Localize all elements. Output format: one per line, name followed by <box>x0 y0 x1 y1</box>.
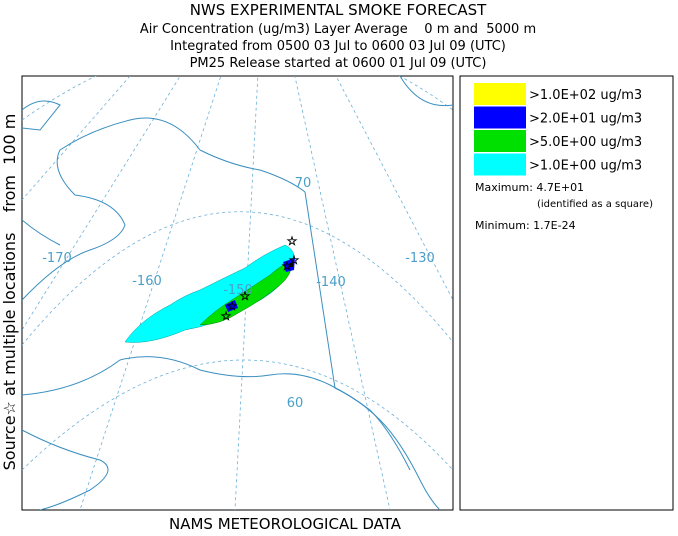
svg-text:☆: ☆ <box>289 253 300 267</box>
subtitle: Air Concentration (ug/m3) Layer Average … <box>140 22 536 37</box>
subtitle: Integrated from 0500 03 Jul to 0600 03 J… <box>170 39 506 54</box>
graticule-label: -130 <box>405 251 435 266</box>
graticule-label: -170 <box>42 251 72 266</box>
legend-label: >2.0E+01 ug/m3 <box>529 112 642 127</box>
graticule-label: 60 <box>287 396 304 411</box>
title: NWS EXPERIMENTAL SMOKE FORECAST <box>190 1 487 19</box>
legend-label: >1.0E+02 ug/m3 <box>529 88 642 103</box>
svg-text:☆: ☆ <box>287 234 298 248</box>
legend-label: >5.0E+00 ug/m3 <box>529 135 642 150</box>
svg-text:☆: ☆ <box>240 289 251 303</box>
maximum-note: (identified as a square) <box>537 199 653 210</box>
graticule-label: -150 <box>223 283 253 298</box>
legend-swatch <box>474 106 526 129</box>
legend-swatch <box>474 130 526 152</box>
map-labels: -170 -160 -150 -140 -130 70 60 <box>42 176 435 411</box>
map: ☆ ☆ ☆ ☆ ☆ ☆ -170 -160 -150 -140 -130 70 60 <box>21 75 454 511</box>
legend-label: >1.0E+00 ug/m3 <box>529 159 642 174</box>
graticule-label: 70 <box>295 176 312 191</box>
maximum: Maximum: 4.7E+01 <box>475 181 584 194</box>
graticule-label: -140 <box>316 275 346 290</box>
svg-text:☆: ☆ <box>227 299 238 313</box>
minimum: Minimum: 1.7E-24 <box>475 219 576 232</box>
subtitle: PM25 Release started at 0600 01 Jul 09 (… <box>190 56 487 71</box>
legend-swatch <box>474 153 526 176</box>
legend-swatch <box>474 83 526 105</box>
graticule-label: -160 <box>132 274 162 289</box>
svg-text:☆: ☆ <box>282 259 293 273</box>
footer: NAMS METEOROLOGICAL DATA <box>169 515 402 532</box>
legend: >1.0E+02 ug/m3 >2.0E+01 ug/m3 >5.0E+00 ug/… <box>459 75 674 511</box>
svg-text:☆: ☆ <box>221 309 232 323</box>
side-label: Source☆ at multiple locations from 100 m <box>0 114 19 471</box>
